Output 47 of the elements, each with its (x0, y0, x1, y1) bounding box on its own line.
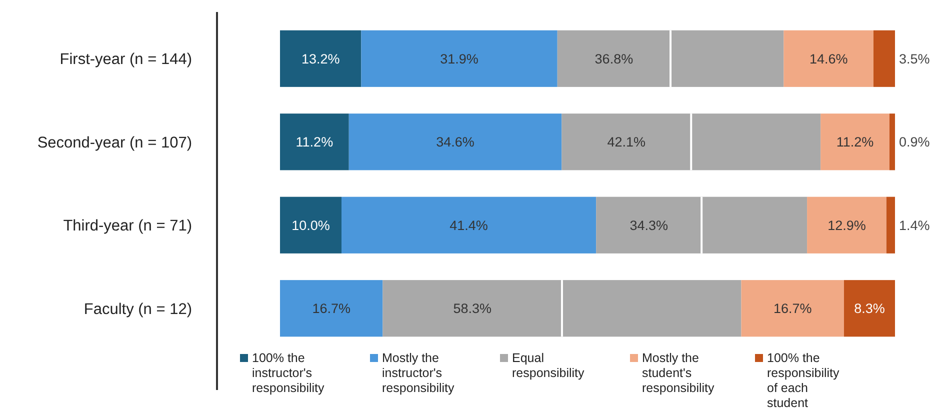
bar (873, 30, 895, 87)
data-label: 0.9% (899, 134, 930, 150)
bar (280, 280, 383, 337)
bar (741, 280, 844, 337)
data-label: 3.5% (899, 51, 930, 66)
bar (889, 114, 895, 170)
bar (348, 114, 562, 170)
bar (784, 30, 874, 87)
bar (844, 280, 895, 337)
data-label: 16.7% (312, 301, 350, 316)
data-label: 31.9% (440, 51, 478, 66)
bar (596, 196, 808, 254)
data-label: 1.4% (899, 218, 930, 233)
data-label: 42.1% (607, 134, 646, 150)
bar (382, 280, 742, 337)
data-label: 8.3% (854, 301, 885, 316)
legend-label: Equal responsibility (512, 351, 586, 380)
data-label: 14.6% (809, 51, 848, 66)
bar (280, 30, 362, 87)
bar (886, 196, 895, 254)
data-label: 41.4% (450, 218, 488, 233)
bar (557, 30, 784, 87)
legend-label: 100% the responsibility of each student (767, 351, 840, 410)
data-label: 12.9% (828, 218, 866, 233)
data-label: 13.2% (301, 51, 340, 66)
data-label: 10.0% (292, 218, 330, 233)
data-label: 34.3% (630, 218, 668, 233)
y-tick-label: Third-year (n = 71) (63, 218, 192, 235)
data-label: 36.8% (594, 51, 634, 66)
bar (562, 114, 821, 170)
bar (807, 196, 886, 254)
bar (280, 196, 342, 254)
data-label: 11.2% (836, 134, 874, 150)
legend-label: Mostly the instructor's responsibility (382, 351, 456, 395)
legend-label: 100% the instructor's responsibility (252, 351, 326, 395)
data-label: 16.7% (773, 301, 812, 316)
bar (820, 114, 890, 170)
y-tick-label: Faculty (n = 12) (84, 300, 192, 318)
data-label: 34.6% (436, 134, 474, 150)
legend-label: Mostly the student's responsibility (642, 351, 716, 395)
bar (361, 30, 558, 87)
bar (342, 196, 596, 254)
data-label: 58.3% (453, 301, 492, 316)
data-label: 11.2% (296, 134, 334, 150)
y-tick-label: Second-year (n = 107) (37, 134, 192, 152)
bar (280, 114, 349, 170)
y-tick-label: First-year (n = 144) (60, 51, 192, 68)
